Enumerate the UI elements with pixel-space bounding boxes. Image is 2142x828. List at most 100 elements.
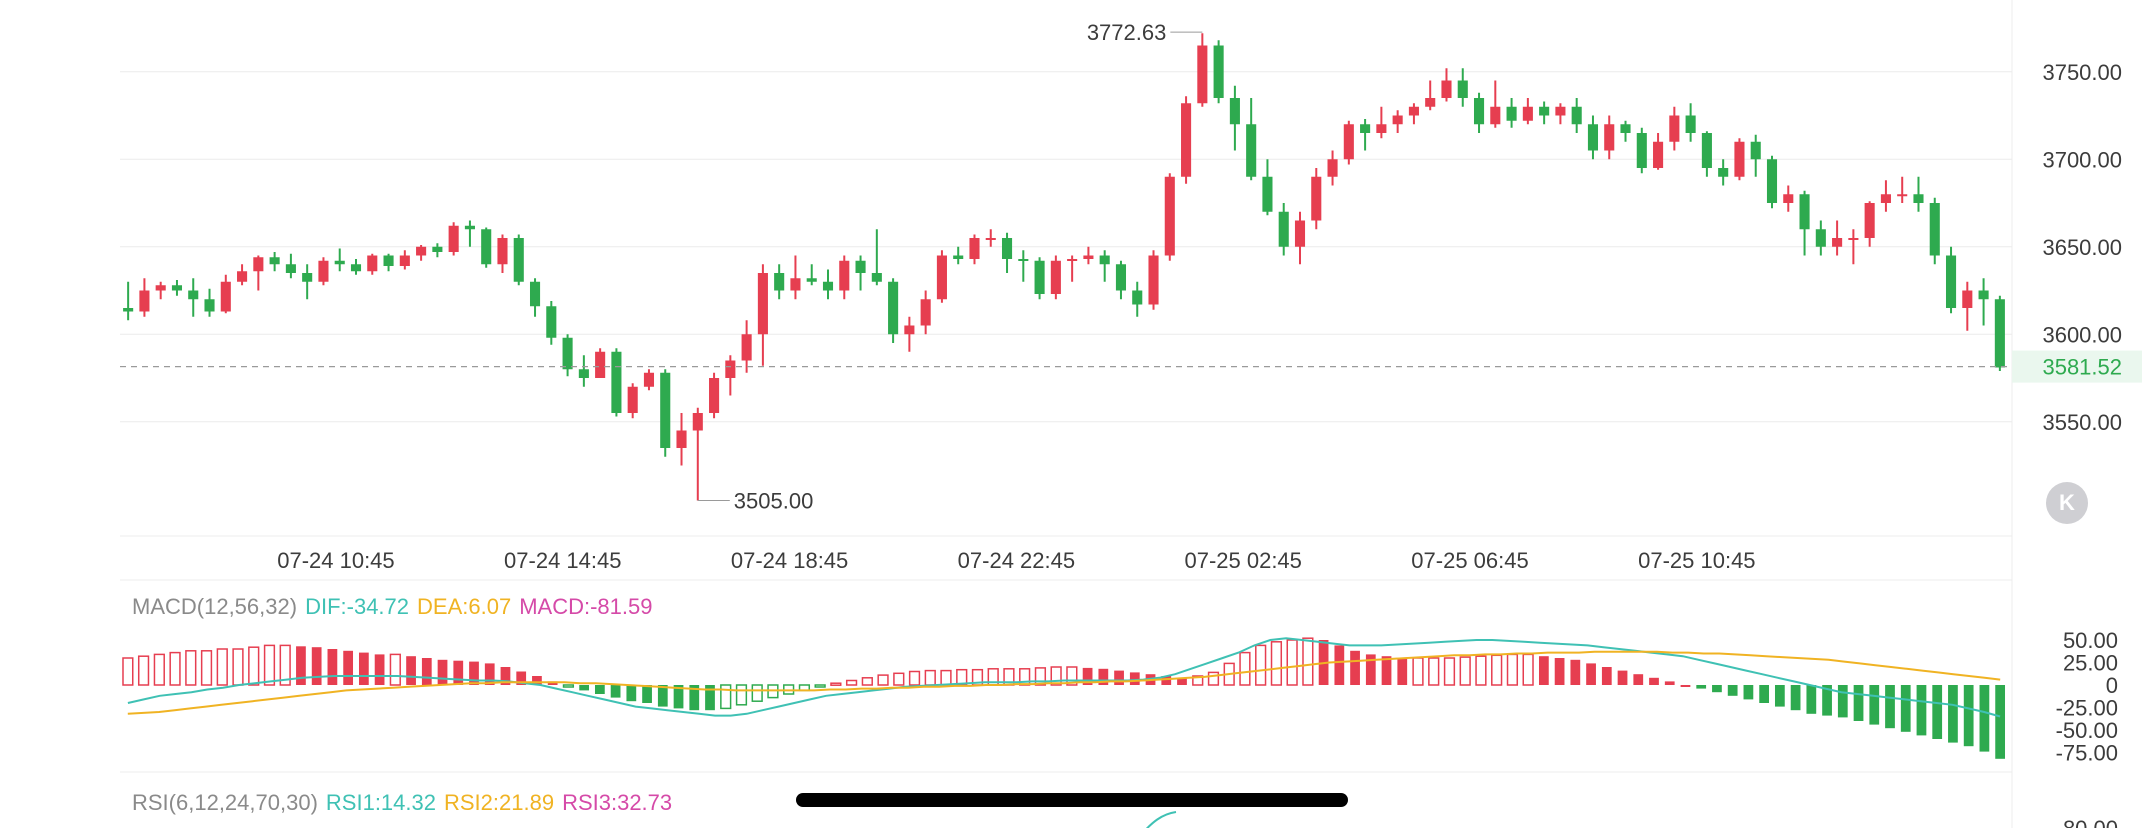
candle-body bbox=[660, 372, 671, 448]
candle-body bbox=[1653, 141, 1664, 168]
macd-histogram-bar bbox=[924, 669, 936, 686]
macd-histogram-bar bbox=[1601, 667, 1612, 685]
candle-body bbox=[1181, 103, 1192, 177]
home-indicator bbox=[796, 793, 1348, 807]
candle-body bbox=[1539, 106, 1550, 116]
macd-histogram-bar bbox=[1932, 685, 1943, 739]
candle-body bbox=[204, 299, 215, 312]
candle-body bbox=[1962, 290, 1973, 308]
macd-histogram-bar bbox=[1397, 658, 1408, 685]
candle-body bbox=[1945, 255, 1957, 308]
macd-histogram-bar bbox=[1207, 671, 1220, 686]
macd-histogram-bar bbox=[1255, 644, 1267, 686]
macd-histogram-bar bbox=[1129, 672, 1140, 685]
candle-body bbox=[855, 260, 866, 273]
candle-body bbox=[774, 273, 785, 291]
candle-body bbox=[1799, 194, 1810, 230]
candle-body bbox=[1197, 45, 1208, 104]
macd-histogram-bar bbox=[421, 658, 432, 685]
candle-body bbox=[1587, 124, 1599, 151]
time-axis: 07-24 10:45 07-24 14:45 07-24 18:45 07-24 2… bbox=[277, 548, 1755, 573]
macd-dea-line bbox=[127, 650, 2001, 715]
macd-histogram-bar bbox=[296, 646, 306, 685]
macd-histogram-bar bbox=[1554, 658, 1565, 685]
macd-histogram-bar bbox=[1350, 650, 1360, 685]
candle-body bbox=[953, 255, 964, 259]
price-tick-label: 3650.00 bbox=[2042, 235, 2122, 260]
macd-histogram-bar bbox=[1759, 685, 1770, 703]
time-tick-label: 07-25 02:45 bbox=[1184, 548, 1301, 573]
macd-histogram-bar bbox=[735, 684, 748, 706]
candle-body bbox=[1978, 290, 1989, 300]
macd-histogram-bar bbox=[153, 653, 165, 686]
candle-body bbox=[1376, 124, 1387, 133]
candle-body bbox=[318, 260, 329, 282]
macd-legend: MACD(12,56,32) DIF:-34.72 DEA:6.07 MACD:-81… bbox=[132, 594, 652, 619]
macd-tick-label: -50.00 bbox=[2056, 718, 2118, 743]
macd-histogram-bar bbox=[1963, 685, 1974, 747]
macd-histogram-bar bbox=[516, 671, 527, 685]
candle-body bbox=[643, 372, 655, 387]
candle-body bbox=[302, 273, 313, 282]
k-line-toggle-button[interactable]: K bbox=[2046, 482, 2088, 524]
macd-params: MACD(12,56,32) bbox=[132, 594, 297, 619]
macd-histogram-bar bbox=[1161, 676, 1172, 685]
candle-body bbox=[1343, 124, 1354, 160]
candle-body bbox=[1278, 211, 1289, 247]
macd-histogram-bar bbox=[893, 672, 905, 686]
macd-histogram-bar bbox=[169, 651, 181, 686]
candle-body bbox=[1229, 98, 1240, 125]
macd-histogram-bar bbox=[1680, 685, 1691, 687]
macd-histogram-bar bbox=[453, 660, 464, 685]
macd-histogram-bar bbox=[343, 650, 354, 685]
candle-body bbox=[171, 285, 183, 291]
candle-body bbox=[497, 238, 508, 265]
time-tick-label: 07-24 10:45 bbox=[277, 548, 394, 573]
candle-body bbox=[1441, 80, 1452, 98]
candle-body bbox=[1994, 299, 2005, 368]
candle-body bbox=[1815, 229, 1826, 247]
candle-body bbox=[464, 225, 475, 230]
candle-body bbox=[1408, 106, 1419, 116]
candle-body bbox=[1636, 133, 1647, 168]
candle-body bbox=[757, 273, 768, 335]
macd-histogram-bar bbox=[122, 657, 134, 686]
macd-histogram-bar bbox=[1696, 685, 1707, 689]
macd-histogram-bar bbox=[1522, 653, 1534, 686]
macd-histogram-bar bbox=[484, 663, 495, 685]
grid bbox=[120, 0, 2013, 828]
macd-histogram-bar bbox=[185, 650, 197, 686]
macd-histogram-bar bbox=[579, 685, 590, 691]
candle-body bbox=[1506, 106, 1517, 121]
candle-body bbox=[1766, 159, 1778, 203]
macd-histogram-bar bbox=[594, 685, 605, 694]
candle-body bbox=[448, 225, 459, 252]
candle-body bbox=[1294, 220, 1306, 247]
macd-histogram-bar bbox=[1586, 663, 1596, 685]
candle-body bbox=[1669, 115, 1680, 142]
macd-histogram-bar bbox=[908, 670, 921, 686]
candle-body bbox=[529, 281, 541, 307]
candle-body bbox=[920, 299, 931, 326]
macd-histogram-bar bbox=[1900, 685, 1911, 732]
macd-histogram-bar bbox=[610, 685, 621, 698]
macd-dif-line bbox=[127, 637, 2001, 718]
rsi-panel: 80.00 bbox=[1145, 811, 2118, 828]
candle-body bbox=[1685, 115, 1696, 133]
candle-body bbox=[334, 260, 345, 265]
candle-body bbox=[237, 271, 248, 282]
macd-histogram-bar bbox=[469, 661, 479, 685]
candle-body bbox=[822, 281, 834, 291]
candle-body bbox=[1115, 264, 1127, 291]
candle-body bbox=[513, 238, 524, 282]
candle-body bbox=[383, 255, 394, 266]
candle-body bbox=[806, 278, 817, 282]
rsi1-line-fragment bbox=[1145, 811, 1177, 828]
candle-body bbox=[1246, 124, 1257, 177]
macd-histogram-bar bbox=[311, 647, 322, 685]
macd-histogram-bar bbox=[200, 650, 213, 686]
candle-body bbox=[416, 246, 427, 256]
candle-body bbox=[871, 273, 882, 282]
